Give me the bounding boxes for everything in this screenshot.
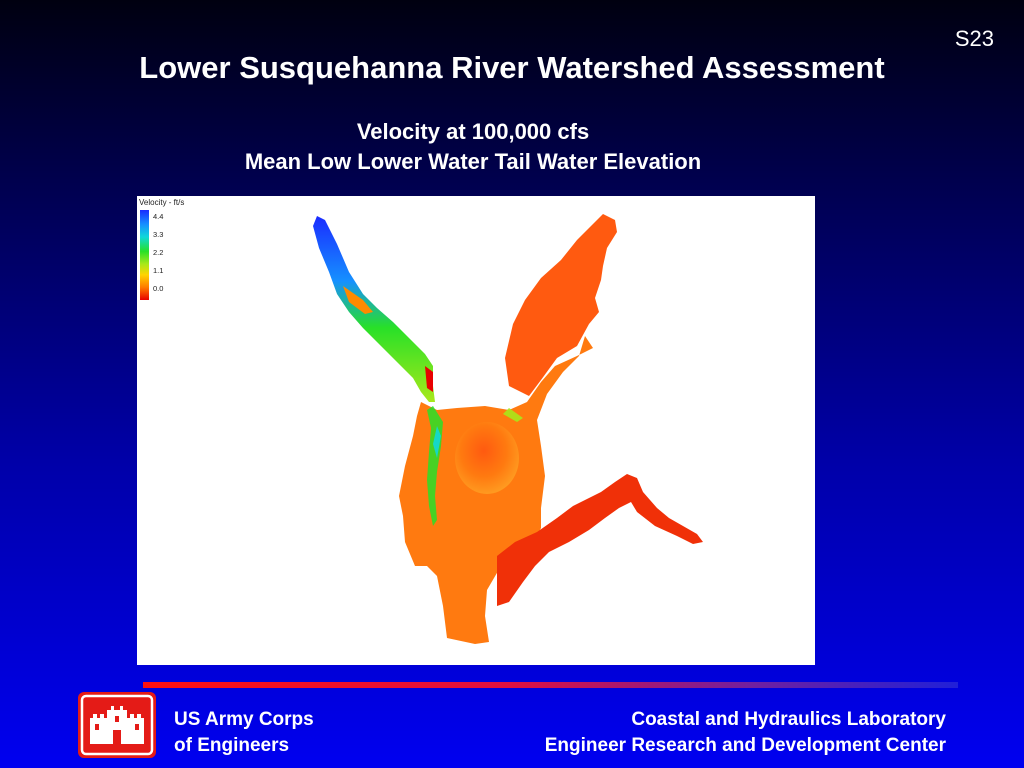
lab-line2: Engineer Research and Development Center	[544, 735, 946, 756]
flow-band	[503, 408, 523, 422]
subtitle-line2: Mean Low Lower Water Tail Water Elevatio…	[244, 149, 702, 174]
org-line1: US Army Corps	[174, 709, 314, 730]
channel-hotspot	[343, 286, 373, 314]
org-line2: of Engineers	[174, 735, 290, 756]
legend-scale: 4.4 3.3 2.2 1.1 0.0	[139, 210, 184, 300]
channel-hotspot	[425, 366, 433, 392]
upper-arm	[505, 214, 617, 396]
upstream-channel	[313, 216, 435, 402]
velocity-legend: Velocity - ft/s 4.4 3.3 2.2 1.1 0.0	[139, 198, 184, 300]
velocity-map	[313, 214, 703, 644]
legend-tick: 1.1	[153, 266, 164, 275]
legend-tick: 3.3	[153, 230, 164, 239]
legend-tick: 4.4	[153, 212, 164, 221]
legend-title: Velocity - ft/s	[139, 198, 185, 207]
subtitle-line1: Velocity at 100,000 cfs	[356, 119, 590, 144]
lab-name: Coastal and Hydraulics Laboratory Engine…	[545, 707, 946, 759]
org-name: US Army Corps of Engineers	[174, 707, 314, 759]
footer-divider	[143, 682, 958, 688]
slide-number: S23	[954, 26, 994, 51]
lab-line1: Coastal and Hydraulics Laboratory	[631, 709, 946, 730]
legend-tick: 2.2	[153, 248, 164, 257]
castle-icon	[78, 692, 156, 758]
legend-colorbar	[140, 210, 149, 300]
central-pool	[455, 422, 519, 494]
slide-title: Lower Susquehanna River Watershed Assess…	[139, 50, 885, 85]
velocity-map-figure: Velocity - ft/s 4.4 3.3 2.2 1.1 0.0	[137, 196, 815, 665]
flow-band	[433, 426, 441, 458]
lower-arm	[497, 474, 703, 606]
legend-tick: 0.0	[153, 284, 164, 293]
